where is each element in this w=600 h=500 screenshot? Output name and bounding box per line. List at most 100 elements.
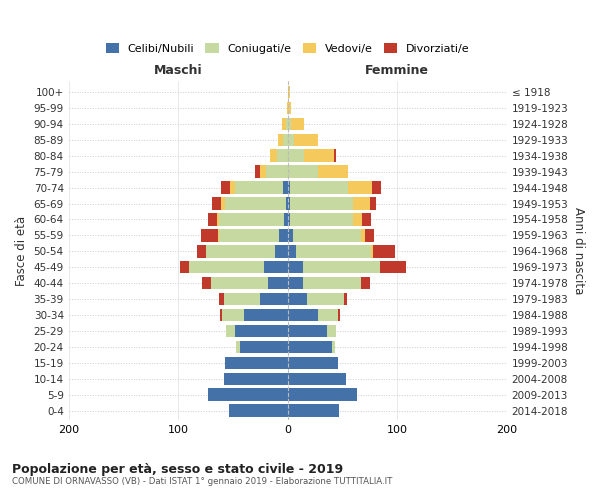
Bar (260, 293, 287, 306)
Text: Femmine: Femmine (365, 64, 429, 77)
Bar (287, 102, 291, 114)
Text: Popolazione per età, sesso e stato civile - 2019: Popolazione per età, sesso e stato civil… (12, 462, 343, 475)
Bar (371, 245, 373, 258)
Bar (287, 198, 290, 209)
Bar (287, 324, 327, 337)
Bar (284, 213, 287, 226)
Bar (372, 182, 381, 194)
Bar (353, 213, 362, 226)
Bar (225, 356, 287, 369)
Bar (287, 404, 339, 417)
Bar (319, 166, 348, 178)
Bar (286, 118, 287, 130)
Bar (266, 166, 287, 178)
Bar (290, 182, 348, 194)
Bar (224, 293, 260, 306)
Bar (304, 150, 334, 162)
Bar (290, 213, 353, 226)
Bar (212, 198, 221, 209)
Bar (307, 293, 344, 306)
Bar (361, 229, 365, 241)
Bar (219, 213, 284, 226)
Bar (263, 261, 287, 274)
Bar (344, 293, 347, 306)
Bar (202, 277, 211, 289)
Bar (189, 261, 263, 274)
Bar (229, 404, 287, 417)
Bar (221, 198, 225, 209)
Bar (230, 182, 235, 194)
Bar (338, 309, 340, 321)
Bar (225, 198, 286, 209)
Bar (287, 118, 291, 130)
Bar (287, 150, 304, 162)
Bar (219, 229, 279, 241)
Bar (224, 372, 287, 385)
Bar (268, 277, 287, 289)
Bar (373, 245, 395, 258)
Bar (219, 293, 224, 306)
Bar (208, 388, 287, 401)
Bar (201, 229, 218, 241)
Bar (235, 324, 287, 337)
Y-axis label: Anni di nascita: Anni di nascita (572, 207, 585, 294)
Bar (287, 277, 303, 289)
Bar (287, 86, 290, 98)
Bar (331, 340, 335, 353)
Bar (287, 229, 293, 241)
Bar (236, 340, 239, 353)
Bar (290, 198, 353, 209)
Bar (348, 182, 372, 194)
Bar (287, 134, 294, 146)
Bar (287, 309, 319, 321)
Bar (270, 150, 277, 162)
Bar (255, 166, 260, 178)
Bar (279, 229, 287, 241)
Bar (286, 198, 287, 209)
Bar (380, 261, 406, 274)
Bar (220, 309, 222, 321)
Bar (206, 245, 275, 258)
Legend: Celibi/Nubili, Coniugati/e, Vedovi/e, Divorziati/e: Celibi/Nubili, Coniugati/e, Vedovi/e, Di… (101, 39, 475, 58)
Bar (197, 245, 206, 258)
Bar (303, 277, 361, 289)
Bar (361, 277, 370, 289)
Bar (277, 150, 287, 162)
Bar (287, 182, 290, 194)
Bar (260, 166, 266, 178)
Bar (283, 182, 287, 194)
Bar (287, 372, 346, 385)
Y-axis label: Fasce di età: Fasce di età (15, 216, 28, 286)
Bar (275, 245, 287, 258)
Bar (303, 261, 380, 274)
Bar (181, 261, 189, 274)
Bar (221, 182, 230, 194)
Bar (362, 213, 371, 226)
Text: COMUNE DI ORNAVASSO (VB) - Dati ISTAT 1° gennaio 2019 - Elaborazione TUTTITALIA.: COMUNE DI ORNAVASSO (VB) - Dati ISTAT 1°… (12, 477, 392, 486)
Bar (291, 118, 304, 130)
Bar (283, 134, 287, 146)
Bar (287, 166, 319, 178)
Bar (278, 134, 283, 146)
Bar (287, 213, 290, 226)
Bar (370, 198, 376, 209)
Bar (287, 340, 331, 353)
Bar (287, 261, 303, 274)
Bar (282, 118, 286, 130)
Text: Maschi: Maschi (154, 64, 202, 77)
Bar (287, 388, 356, 401)
Bar (319, 309, 338, 321)
Bar (226, 324, 235, 337)
Bar (211, 277, 268, 289)
Bar (218, 229, 219, 241)
Bar (287, 293, 307, 306)
Bar (244, 309, 287, 321)
Bar (222, 309, 244, 321)
Bar (293, 229, 361, 241)
Bar (365, 229, 374, 241)
Bar (334, 150, 336, 162)
Bar (208, 213, 217, 226)
Bar (287, 245, 296, 258)
Bar (294, 134, 319, 146)
Bar (235, 182, 283, 194)
